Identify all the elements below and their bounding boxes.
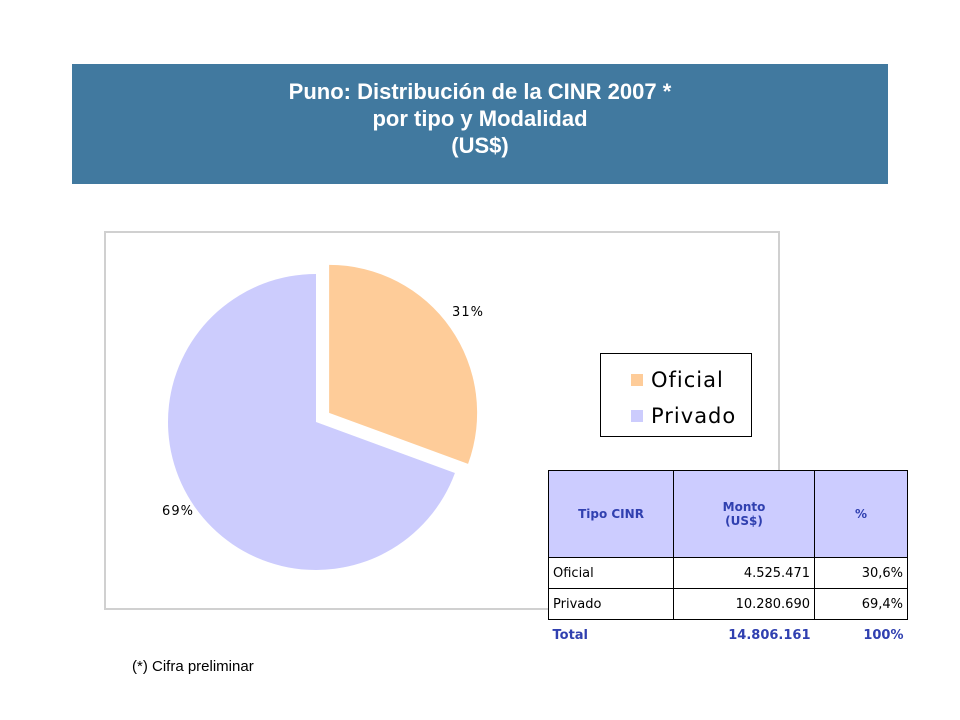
cell-pct: 30,6% xyxy=(814,557,908,589)
cell-pct: 69,4% xyxy=(814,588,908,620)
header-monto: Monto (US$) xyxy=(673,470,815,558)
title-line-1: Puno: Distribución de la CINR 2007 * xyxy=(288,79,672,104)
pie-slice-oficial xyxy=(329,264,478,464)
header-tipo: Tipo CINR xyxy=(548,470,674,558)
title-line-2: por tipo y Modalidad xyxy=(372,106,588,131)
cell-monto: 4.525.471 xyxy=(673,557,815,589)
header-pct: % xyxy=(814,470,908,558)
data-table: Tipo CINR Monto (US$) % Oficial 4.525.47… xyxy=(548,470,908,650)
table-row: Oficial 4.525.471 30,6% xyxy=(548,557,908,589)
legend-label-privado: Privado xyxy=(651,404,737,428)
legend-label-oficial: Oficial xyxy=(651,368,724,392)
legend-swatch-privado xyxy=(631,410,643,422)
table-total-row: Total 14.806.161 100% xyxy=(549,620,908,651)
title-line-3: (US$) xyxy=(451,133,509,158)
header-monto-line1: Monto xyxy=(722,500,766,514)
table-header-row: Tipo CINR Monto (US$) % xyxy=(548,470,908,558)
data-label-oficial: 31% xyxy=(452,305,484,320)
title-banner: Puno: Distribución de la CINR 2007 * por… xyxy=(72,64,888,184)
footnote: (*) Cifra preliminar xyxy=(132,658,254,675)
chart-legend: Oficial Privado xyxy=(600,353,752,437)
legend-item-oficial: Oficial xyxy=(631,368,724,392)
cell-tipo: Privado xyxy=(548,588,674,620)
total-monto: 14.806.161 xyxy=(728,627,811,643)
cell-tipo: Oficial xyxy=(548,557,674,589)
legend-item-privado: Privado xyxy=(631,404,736,428)
cell-monto: 10.280.690 xyxy=(673,588,815,620)
pie-slice-privado xyxy=(168,274,455,570)
header-monto-line2: (US$) xyxy=(725,514,763,528)
data-label-privado: 69% xyxy=(162,504,194,519)
total-pct: 100% xyxy=(863,627,904,643)
total-tipo: Total xyxy=(552,627,589,643)
legend-swatch-oficial xyxy=(631,374,643,386)
table-row: Privado 10.280.690 69,4% xyxy=(548,588,908,620)
